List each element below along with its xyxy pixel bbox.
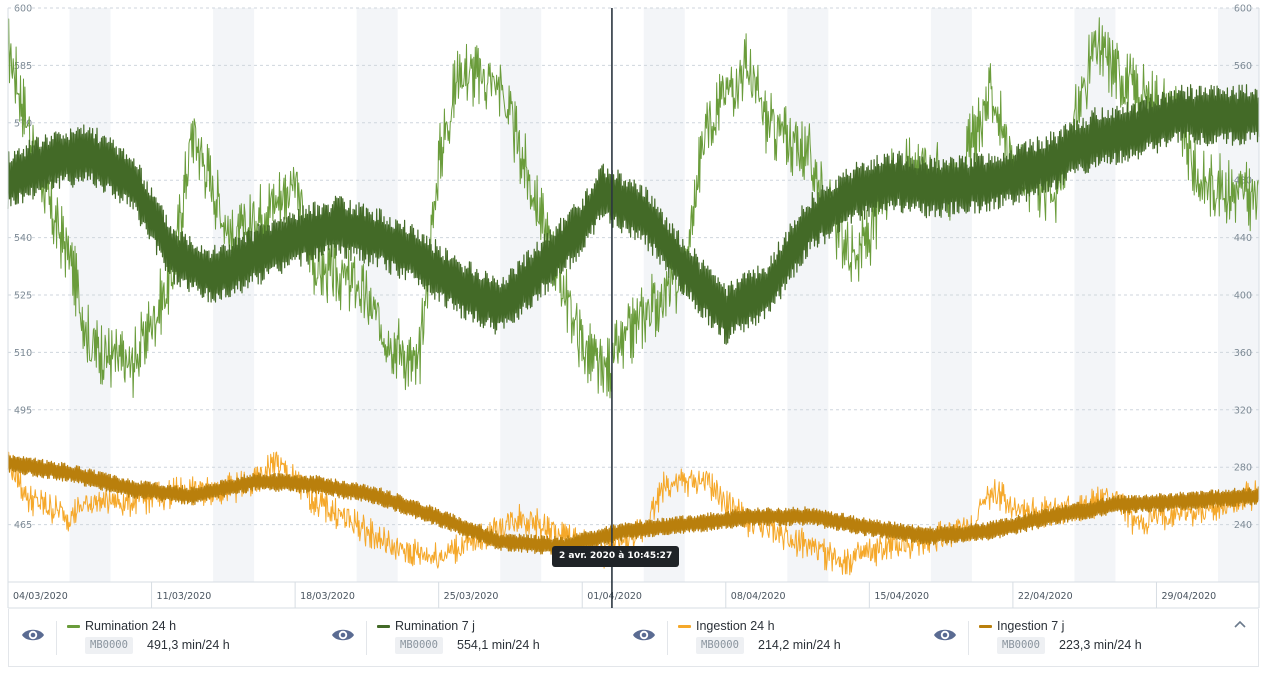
series-line-rumination-7-j	[7, 84, 1260, 345]
y-left-tick-label: 585	[14, 61, 32, 72]
x-tick-label: 08/04/2020	[731, 591, 786, 602]
legend-item-rumination-24h: Rumination 24 h MB0000 491,3 min/24 h	[9, 609, 319, 667]
x-tick-label: 18/03/2020	[300, 591, 355, 602]
y-right-tick-label: 560	[1234, 61, 1252, 72]
y-left-tick-label: 495	[14, 405, 32, 416]
legend-value: 223,3 min/24 h	[1059, 638, 1142, 652]
legend-item-ingestion-24h: Ingestion 24 h MB0000 214,2 min/24 h	[620, 609, 920, 667]
eye-icon[interactable]	[21, 625, 45, 645]
y-right-tick-label: 240	[1234, 520, 1252, 531]
x-tick-label: 04/03/2020	[13, 591, 68, 602]
legend-separator	[968, 621, 969, 655]
y-right-tick-label: 440	[1234, 233, 1252, 244]
legend-device-badge: MB0000	[696, 637, 744, 654]
y-right-tick-label: 320	[1234, 405, 1252, 416]
legend-device-badge: MB0000	[85, 637, 133, 654]
y-left-tick-label: 525	[14, 291, 32, 302]
y-right-tick-label: 280	[1234, 463, 1252, 474]
legend-swatch	[67, 625, 80, 628]
series-line-ingestion-7-j	[7, 454, 1260, 555]
legend-value: 554,1 min/24 h	[457, 638, 540, 652]
eye-icon[interactable]	[331, 625, 355, 645]
y-left-tick-label: 540	[14, 233, 32, 244]
x-tick-label: 01/04/2020	[587, 591, 642, 602]
x-tick-label: 25/03/2020	[444, 591, 499, 602]
crosshair-tooltip: 2 avr. 2020 à 10:45:27	[552, 546, 680, 567]
legend-swatch	[979, 625, 992, 628]
x-tick-label: 22/04/2020	[1018, 591, 1073, 602]
legend-series-name: Rumination 24 h	[85, 619, 177, 633]
legend-panel: Rumination 24 h MB0000 491,3 min/24 h Ru…	[8, 609, 1259, 667]
y-right-tick-label: 400	[1234, 291, 1252, 302]
legend-series-name: Ingestion 7 j	[997, 619, 1065, 633]
legend-item-ingestion-7j: Ingestion 7 j MB0000 223,3 min/24 h	[921, 609, 1221, 667]
legend-value: 214,2 min/24 h	[758, 638, 841, 652]
series-line-rumination-24-h	[7, 17, 1260, 399]
chevron-up-icon[interactable]	[1232, 617, 1248, 631]
x-tick-label: 29/04/2020	[1161, 591, 1216, 602]
legend-separator	[667, 621, 668, 655]
y-right-tick-label: 480	[1234, 176, 1252, 187]
y-left-tick-label: 600	[14, 4, 32, 15]
y-left-tick-label: 510	[14, 348, 32, 359]
x-tick-label: 11/03/2020	[157, 591, 212, 602]
legend-device-badge: MB0000	[997, 637, 1045, 654]
x-tick-label: 15/04/2020	[874, 591, 929, 602]
legend-series-name: Ingestion 24 h	[696, 619, 775, 633]
legend-item-rumination-7j: Rumination 7 j MB0000 554,1 min/24 h	[319, 609, 619, 667]
legend-series-name: Rumination 7 j	[395, 619, 475, 633]
legend-swatch	[678, 625, 691, 628]
eye-icon[interactable]	[933, 625, 957, 645]
chart-area[interactable]: 465 240 480 280 495 320 510 360 525 400 540 440 555 4…	[0, 0, 1267, 610]
legend-swatch	[377, 625, 390, 628]
legend-device-badge: MB0000	[395, 637, 443, 654]
y-right-tick-label: 600	[1234, 4, 1252, 15]
legend-value: 491,3 min/24 h	[147, 638, 230, 652]
eye-icon[interactable]	[632, 625, 656, 645]
y-right-tick-label: 360	[1234, 348, 1252, 359]
legend-separator	[366, 621, 367, 655]
y-left-tick-label: 465	[14, 520, 32, 531]
legend-separator	[56, 621, 57, 655]
